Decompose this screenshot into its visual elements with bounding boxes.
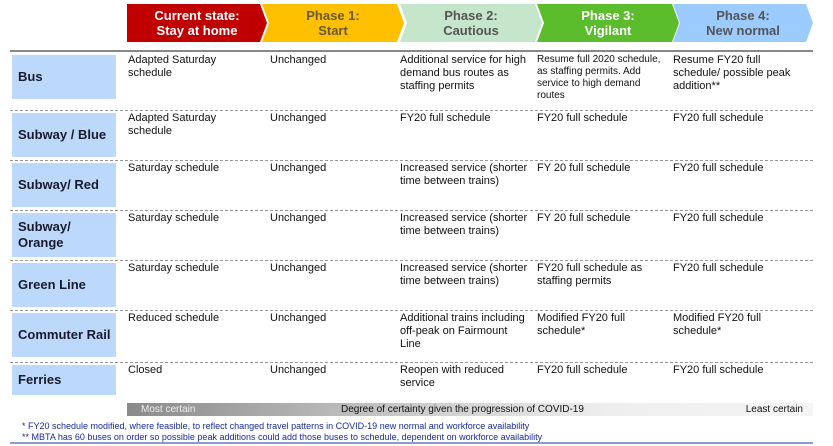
table-cell: Additional service for high demand bus r…: [400, 54, 526, 92]
least-certain-label: Least certain: [745, 404, 803, 415]
row-label: Subway/ Red: [12, 163, 116, 207]
table-cell: FY 20 full schedule: [537, 162, 631, 174]
bottom-divider: [10, 442, 813, 444]
table-cell: Unchanged: [270, 162, 327, 174]
table-row: Subway/ Red Saturday schedule Unchanged Inc…: [10, 160, 813, 211]
phase-subtitle: Start: [318, 23, 348, 38]
table-row: Bus Adapted Saturday schedule Unchanged Add…: [10, 52, 813, 111]
table-cell: Increased service (shorter time between …: [400, 162, 528, 187]
table-cell: Unchanged: [270, 212, 327, 224]
table-cell: FY20 full schedule: [673, 262, 764, 274]
phase-3: Phase 3: Vigilant: [537, 4, 679, 42]
table-cell: Saturday schedule: [128, 162, 220, 174]
row-label: Bus: [12, 55, 116, 99]
table-cell: Closed: [128, 364, 163, 376]
table-cell: Unchanged: [270, 364, 327, 376]
phase-4: Phase 4: New normal: [673, 4, 813, 42]
phase-subtitle: Cautious: [443, 23, 499, 38]
phase-title: Phase 1:: [306, 8, 360, 23]
table-cell: Unchanged: [270, 54, 327, 66]
row-label: Subway / Blue: [12, 113, 116, 157]
table-cell: Modified FY20 full schedule*: [673, 312, 762, 337]
table-row: Commuter Rail Reduced schedule Unchanged Ad…: [10, 310, 813, 363]
table-cell: FY20 full schedule: [400, 112, 491, 124]
phase-title: Phase 3:: [581, 8, 635, 23]
row-label: Green Line: [12, 263, 116, 307]
phase-title: Current state:: [154, 8, 240, 23]
phase-subtitle: Stay at home: [156, 23, 238, 38]
table-cell: Saturday schedule: [128, 212, 220, 224]
table-cell: FY 20 full schedule: [537, 212, 631, 224]
phase-1: Phase 1: Start: [262, 4, 404, 42]
table-cell: FY20 full schedule: [537, 112, 628, 124]
table-cell: Reopen with reduced service: [400, 364, 504, 389]
header-divider: [10, 50, 813, 52]
table-cell: FY20 full schedule: [673, 162, 764, 174]
table-cell: Unchanged: [270, 262, 327, 274]
table-cell: FY20 full schedule: [673, 364, 764, 376]
footnote-1: * FY20 schedule modified, where feasible…: [22, 421, 530, 431]
table-cell: Resume FY20 full schedule/ possible peak…: [673, 54, 791, 92]
table-cell: Modified FY20 full schedule*: [537, 312, 626, 337]
table-cell: FY20 full schedule as staffing permits: [537, 262, 643, 287]
table-cell: Resume full 2020 schedule, as staffing p…: [537, 54, 661, 101]
row-label: Subway/ Orange: [12, 213, 116, 257]
table-cell: Unchanged: [270, 112, 327, 124]
row-label: Commuter Rail: [12, 313, 116, 357]
table-row: Subway / Blue Adapted Saturday schedule Un…: [10, 110, 813, 161]
table-cell: FY20 full schedule: [537, 364, 628, 376]
table-cell: Increased service (shorter time between …: [400, 262, 528, 287]
certainty-title: Degree of certainty given the progressio…: [341, 404, 584, 415]
phase-2: Phase 2: Cautious: [400, 4, 542, 42]
row-label: Ferries: [12, 365, 116, 395]
table-cell: Unchanged: [270, 312, 327, 324]
table-cell: Saturday schedule: [128, 262, 220, 274]
phase-subtitle: Vigilant: [584, 23, 632, 38]
phase-0: Current state: Stay at home: [127, 4, 267, 42]
table-cell: Adapted Saturday schedule: [128, 112, 217, 137]
table-cell: Adapted Saturday schedule: [128, 54, 217, 79]
table-row: Ferries Closed Unchanged Reopen with reduce…: [10, 362, 813, 398]
most-certain-label: Most certain: [141, 404, 196, 415]
table-row: Green Line Saturday schedule Unchanged Incr…: [10, 260, 813, 311]
table-cell: Reduced schedule: [128, 312, 220, 324]
table-cell: Additional trains including off-peak on …: [400, 312, 525, 350]
certainty-gradient-bar: Most certain Degree of certainty given t…: [127, 403, 813, 416]
footnote-2: ** MBTA has 60 buses on order so possibl…: [22, 432, 543, 442]
table-cell: Increased service (shorter time between …: [400, 212, 528, 237]
phase-subtitle: New normal: [706, 23, 780, 38]
table-row: Subway/ Orange Saturday schedule Unchanged…: [10, 210, 813, 261]
table-cell: FY20 full schedule: [673, 112, 764, 124]
phase-title: Phase 2:: [444, 8, 498, 23]
phase-title: Phase 4:: [716, 8, 770, 23]
table-cell: FY20 full schedule: [673, 212, 764, 224]
